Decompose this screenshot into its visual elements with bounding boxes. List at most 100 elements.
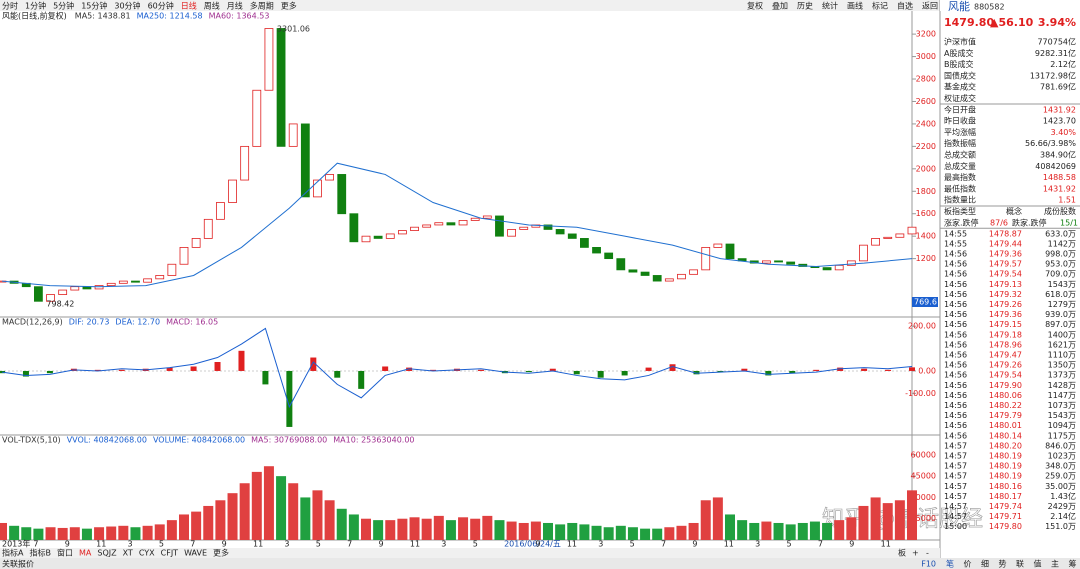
toolbar-button[interactable]: 标记 [872, 1, 888, 11]
tab[interactable]: 窗口 [57, 548, 73, 558]
macd-bar [238, 350, 245, 371]
chart-control[interactable]: - [926, 549, 929, 558]
panel-tab[interactable]: 笔 [946, 559, 954, 569]
toolbar-button[interactable]: 5分钟 [53, 1, 74, 11]
toolbar-button[interactable]: 更多 [281, 1, 297, 11]
toolbar-button[interactable]: 月线 [227, 1, 243, 11]
macd-bar [477, 369, 484, 371]
trade-time: 14:56 [944, 270, 967, 279]
toolbar-button[interactable]: 60分钟 [148, 1, 174, 11]
candle [410, 226, 419, 231]
x-tick-label: 7 [190, 540, 195, 549]
panel-tab[interactable]: 筹 [1069, 559, 1077, 569]
trade-price: 1480.19 [989, 472, 1022, 481]
candle [822, 267, 832, 271]
toolbar-button[interactable]: 返回 [922, 2, 938, 11]
candle [58, 289, 68, 295]
chart-control[interactable]: 板 [898, 548, 906, 558]
panel-tab[interactable]: 主 [1051, 559, 1059, 569]
trade-time: 14:57 [944, 482, 967, 491]
breadth: 87/6 [990, 218, 1008, 227]
candle [834, 264, 844, 271]
volume-bar [652, 528, 663, 540]
toolbar-button[interactable]: 自选 [897, 1, 913, 11]
toolbar-button[interactable]: 多周期 [250, 1, 274, 11]
panel-tab[interactable]: 值 [1034, 559, 1042, 569]
trade-time: 14:57 [944, 472, 967, 481]
stat-key: 平均涨幅 [944, 127, 976, 137]
panel-tab[interactable]: 势 [999, 559, 1007, 569]
stat-key: 指数振幅 [944, 138, 976, 148]
stat-value: 3.40% [1051, 128, 1077, 137]
tab[interactable]: 指标A [2, 548, 24, 558]
toolbar-button[interactable]: 分时 [2, 1, 18, 11]
indicator-label: MACD(12,26,9) [2, 318, 63, 327]
y-tick-label: 30000 [911, 493, 936, 502]
candle [397, 230, 407, 235]
trade-price: 1479.36 [989, 310, 1022, 319]
toolbar-button[interactable]: 周线 [204, 1, 220, 11]
breadth: 15/1 [1060, 218, 1078, 227]
stat-key: 基金成交 [944, 82, 976, 92]
toolbar-button[interactable]: 复权 [747, 1, 763, 11]
volume-bar [361, 518, 371, 540]
trade-volume: 1175万 [1048, 431, 1076, 440]
toolbar-button[interactable]: 叠加 [772, 1, 788, 11]
trade-price: 1478.96 [989, 340, 1022, 349]
trade-price: 1480.06 [989, 391, 1022, 400]
x-tick-label: 3 [755, 540, 760, 549]
panel-tab[interactable]: 细 [981, 559, 989, 569]
toolbar-button[interactable]: 历史 [797, 1, 813, 11]
x-tick-label: 11 [96, 540, 106, 549]
toolbar-button[interactable]: 画线 [847, 1, 863, 11]
trade-volume: 1543万 [1048, 411, 1076, 420]
tab[interactable]: 指标B [29, 548, 51, 558]
candle [664, 278, 674, 282]
trade-price: 1479.36 [989, 250, 1022, 259]
toolbar-button[interactable]: 15分钟 [81, 1, 107, 11]
tab[interactable]: SQJZ [97, 549, 117, 558]
panel-code: 880582 [974, 3, 1005, 12]
toolbar-button[interactable]: 30分钟 [114, 1, 140, 11]
trade-time: 14:57 [944, 492, 967, 501]
candle [883, 236, 893, 239]
tab[interactable]: CYX [139, 549, 155, 558]
volume-bar [494, 520, 505, 540]
candle [689, 269, 698, 275]
candle [155, 275, 165, 280]
trade-price: 1480.20 [989, 441, 1022, 450]
volume-bar [215, 500, 226, 540]
chart-control[interactable]: + [912, 549, 919, 558]
toolbar-button[interactable]: 日线 [181, 1, 197, 11]
x-tick-label: 2013年 [2, 539, 30, 549]
tab[interactable]: CFJT [161, 549, 179, 558]
tab[interactable]: XT [123, 549, 133, 558]
toolbar-button[interactable]: 统计 [822, 1, 838, 11]
trade-price: 1479.54 [989, 270, 1022, 279]
volume-bar [300, 497, 311, 540]
panel-tab[interactable]: 联 [1016, 560, 1024, 569]
trade-time: 15:00 [944, 522, 967, 531]
panel-tab[interactable]: 价 [964, 560, 972, 569]
toolbar-button[interactable]: 1分钟 [25, 1, 46, 11]
volume-bar [749, 522, 760, 540]
y-tick-label: 1200 [916, 254, 936, 263]
tab[interactable]: WAVE [184, 549, 207, 558]
candle [580, 238, 589, 248]
indicator-label: MA5: 1438.81 [75, 12, 131, 21]
tab[interactable]: MA [79, 549, 92, 558]
candle [385, 233, 395, 239]
panel-pct: 3.94% [1038, 16, 1076, 29]
macd-bar [621, 370, 628, 376]
macd-bar [430, 369, 437, 371]
candle [313, 179, 322, 198]
board-val: 概念 [1006, 206, 1022, 216]
stat-key: 总成交量 [944, 161, 976, 171]
x-tick-label: 9 [65, 540, 70, 549]
x-tick-label: 7 [661, 540, 666, 549]
tab[interactable]: 更多 [213, 548, 229, 558]
volume-bar [373, 520, 384, 540]
board-key: 板指类型 [944, 206, 976, 216]
trade-time: 14:55 [944, 229, 967, 238]
x-tick-label: 3 [598, 540, 603, 549]
